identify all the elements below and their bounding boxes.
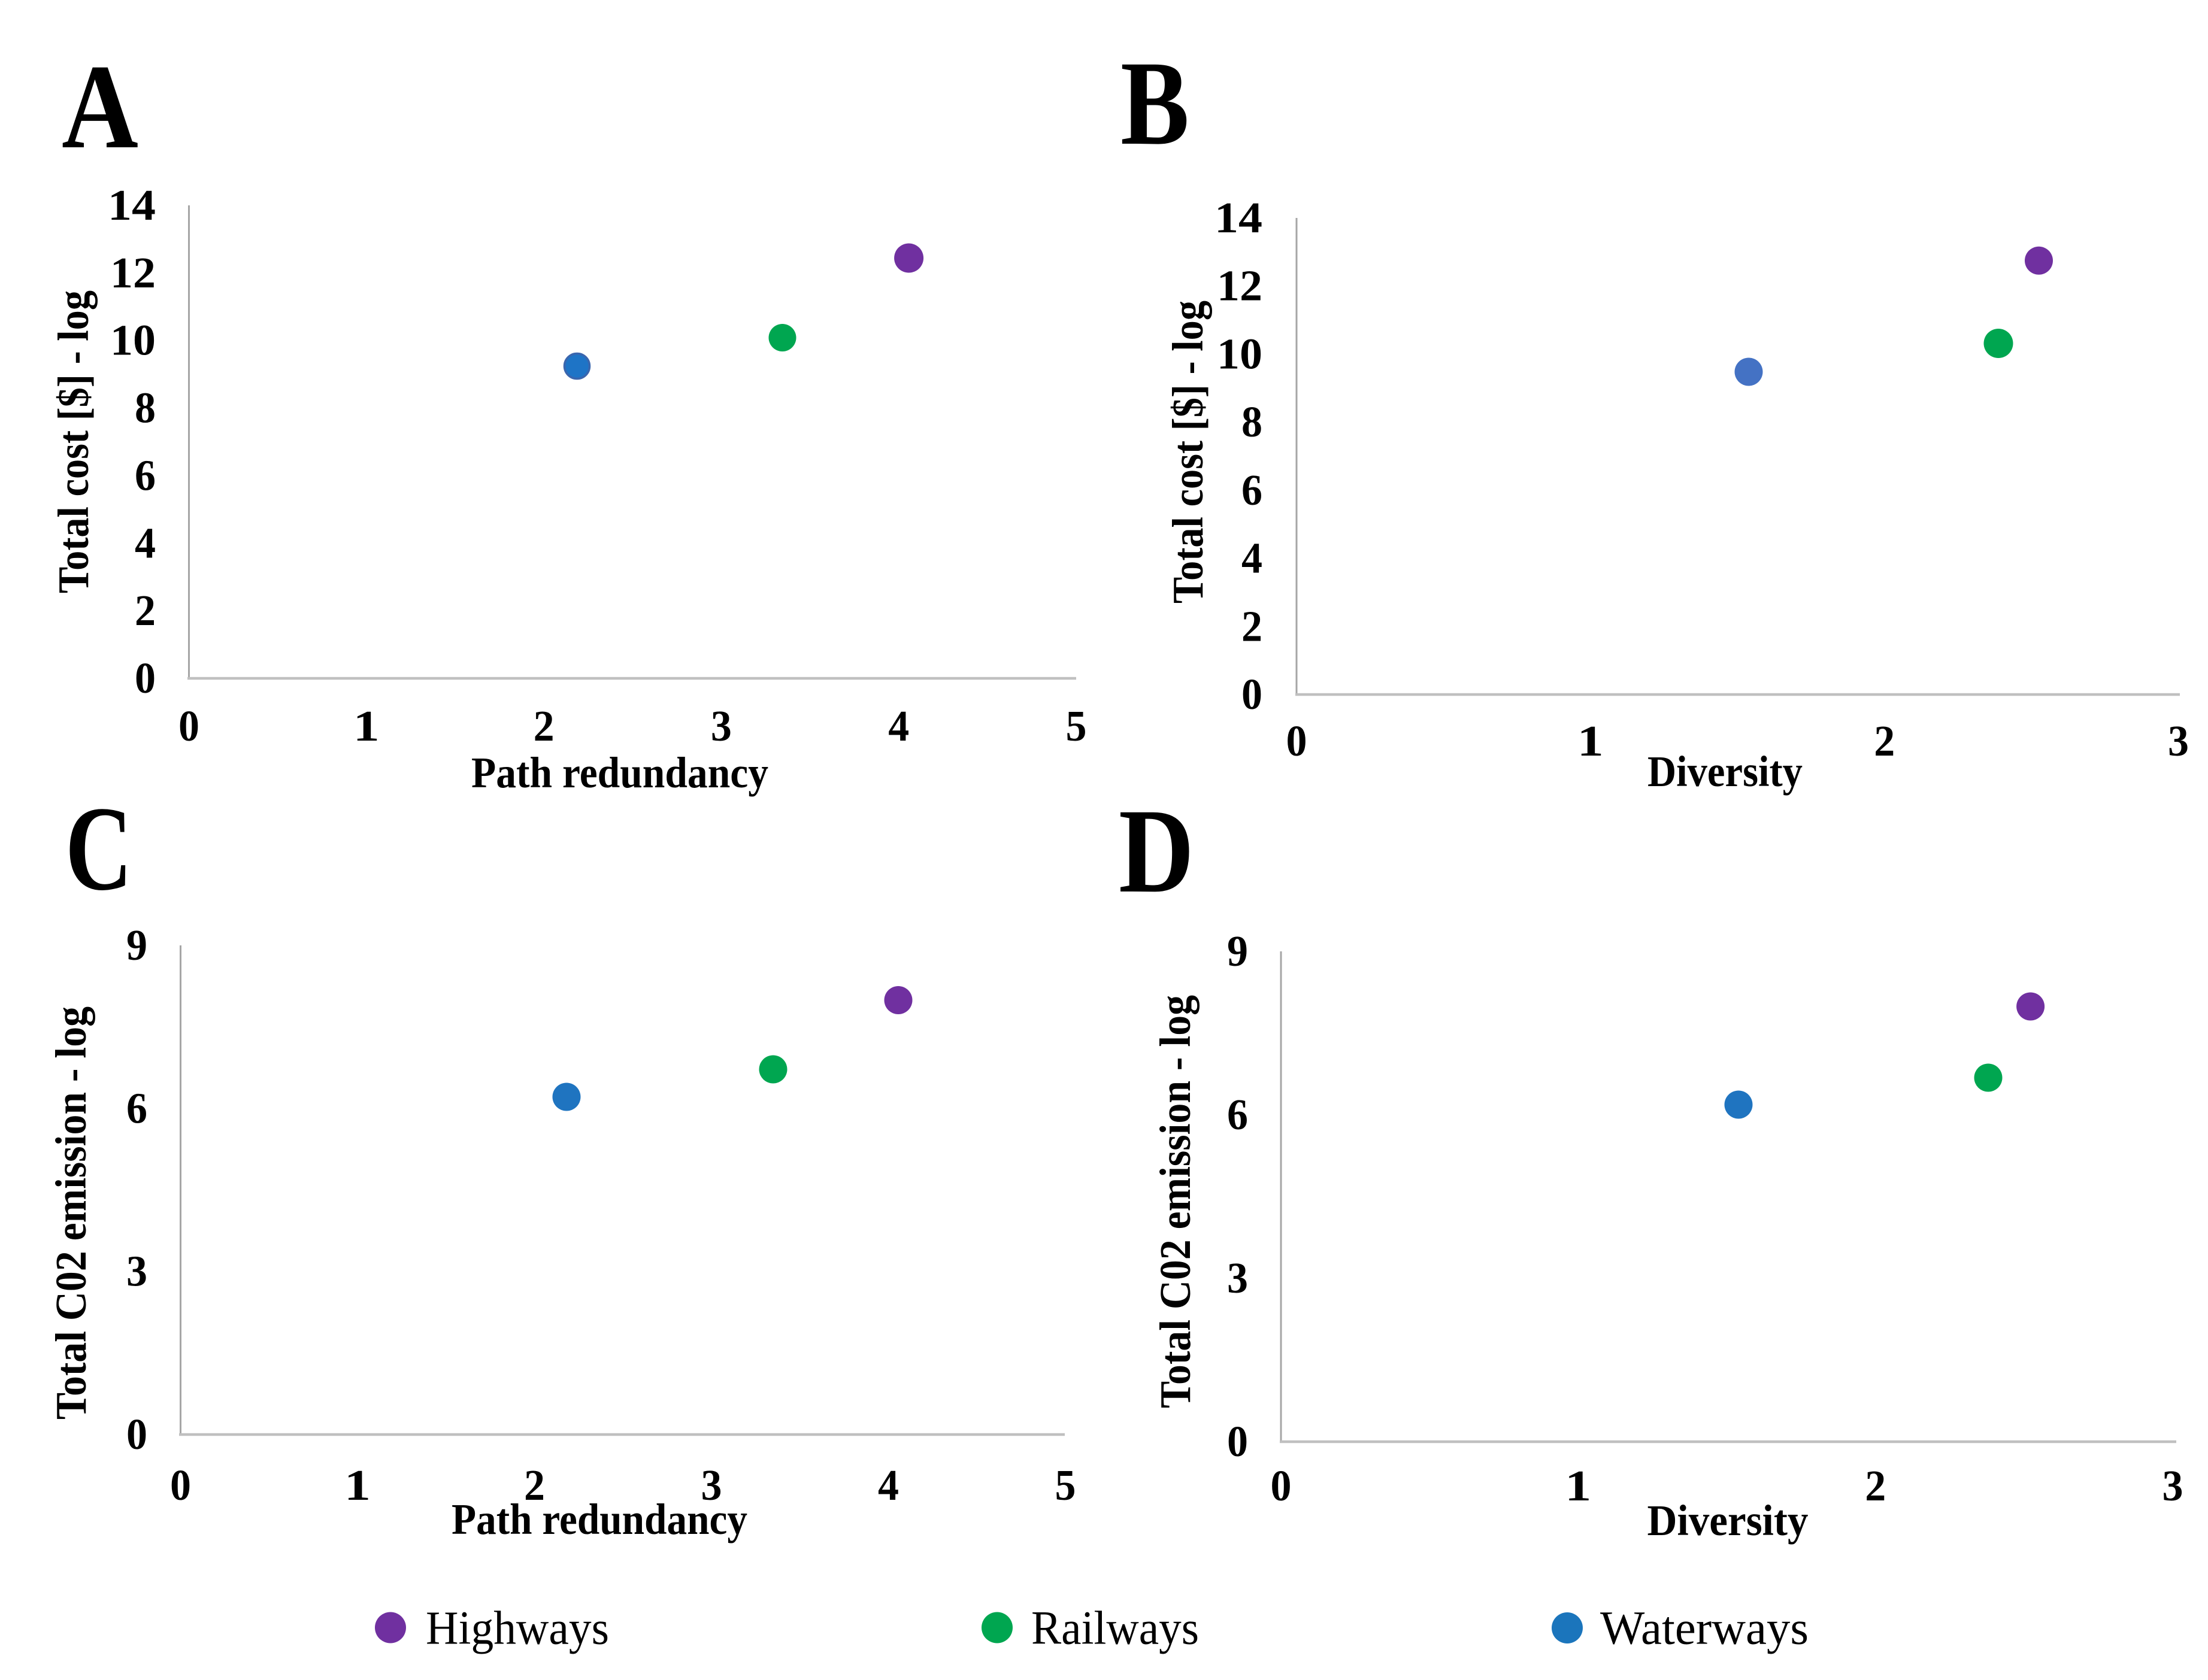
svg-text:3: 3 bbox=[126, 1247, 147, 1296]
svg-text:Path redundancy: Path redundancy bbox=[471, 748, 768, 797]
svg-text:0: 0 bbox=[126, 1410, 147, 1458]
svg-text:3: 3 bbox=[1227, 1254, 1248, 1302]
svg-text:6: 6 bbox=[135, 451, 156, 499]
svg-text:8: 8 bbox=[1241, 398, 1262, 446]
svg-text:0: 0 bbox=[178, 702, 199, 750]
svg-text:Total cost [$] - log: Total cost [$] - log bbox=[49, 290, 98, 593]
svg-text:9: 9 bbox=[126, 921, 147, 969]
svg-text:6: 6 bbox=[126, 1084, 147, 1132]
svg-text:12: 12 bbox=[110, 248, 156, 297]
svg-text:10: 10 bbox=[110, 316, 156, 365]
svg-text:0: 0 bbox=[135, 654, 156, 702]
svg-text:Railways: Railways bbox=[1031, 1603, 1199, 1655]
svg-text:3: 3 bbox=[2162, 1461, 2183, 1510]
svg-text:B: B bbox=[1120, 36, 1189, 170]
svg-text:0: 0 bbox=[170, 1461, 191, 1509]
svg-text:2: 2 bbox=[534, 702, 555, 750]
svg-text:1: 1 bbox=[1577, 717, 1604, 765]
svg-text:Diversity: Diversity bbox=[1647, 1496, 1809, 1545]
svg-text:C: C bbox=[65, 781, 132, 915]
svg-text:14: 14 bbox=[108, 181, 156, 229]
svg-text:10: 10 bbox=[1217, 329, 1262, 378]
svg-text:4: 4 bbox=[1241, 534, 1262, 583]
svg-text:5: 5 bbox=[1055, 1461, 1076, 1509]
svg-text:1: 1 bbox=[1565, 1461, 1591, 1510]
svg-text:6: 6 bbox=[1241, 466, 1262, 514]
svg-text:2: 2 bbox=[1874, 717, 1895, 765]
svg-text:1: 1 bbox=[353, 702, 380, 750]
svg-text:1: 1 bbox=[344, 1461, 371, 1509]
svg-text:Total cost [$] - log: Total cost [$] - log bbox=[1164, 301, 1212, 604]
svg-text:6: 6 bbox=[1227, 1090, 1248, 1139]
svg-text:2: 2 bbox=[1241, 602, 1262, 650]
svg-text:Waterways: Waterways bbox=[1600, 1603, 1809, 1655]
svg-text:2: 2 bbox=[1865, 1461, 1886, 1510]
svg-text:Total C02 emission - log: Total C02 emission - log bbox=[47, 1006, 95, 1420]
svg-text:3: 3 bbox=[2168, 717, 2189, 765]
svg-text:Highways: Highways bbox=[426, 1603, 609, 1655]
svg-text:2: 2 bbox=[524, 1461, 545, 1509]
svg-text:0: 0 bbox=[1227, 1417, 1248, 1466]
svg-text:D: D bbox=[1119, 784, 1194, 918]
svg-text:3: 3 bbox=[711, 702, 732, 750]
svg-text:9: 9 bbox=[1227, 927, 1248, 975]
svg-text:3: 3 bbox=[701, 1461, 722, 1509]
svg-text:8: 8 bbox=[135, 384, 156, 432]
svg-text:Path redundancy: Path redundancy bbox=[452, 1495, 747, 1543]
svg-text:Diversity: Diversity bbox=[1647, 747, 1803, 796]
svg-text:0: 0 bbox=[1271, 1461, 1292, 1510]
svg-text:14: 14 bbox=[1214, 193, 1262, 242]
svg-text:0: 0 bbox=[1286, 717, 1307, 765]
svg-text:4: 4 bbox=[878, 1461, 899, 1509]
svg-text:5: 5 bbox=[1066, 702, 1087, 750]
svg-text:4: 4 bbox=[135, 518, 156, 567]
svg-text:4: 4 bbox=[888, 702, 909, 750]
svg-text:A: A bbox=[62, 40, 138, 174]
svg-text:2: 2 bbox=[135, 586, 156, 635]
svg-text:12: 12 bbox=[1217, 262, 1262, 310]
svg-text:Total C02 emission - log: Total C02 emission - log bbox=[1151, 995, 1200, 1408]
svg-text:0: 0 bbox=[1241, 670, 1262, 718]
